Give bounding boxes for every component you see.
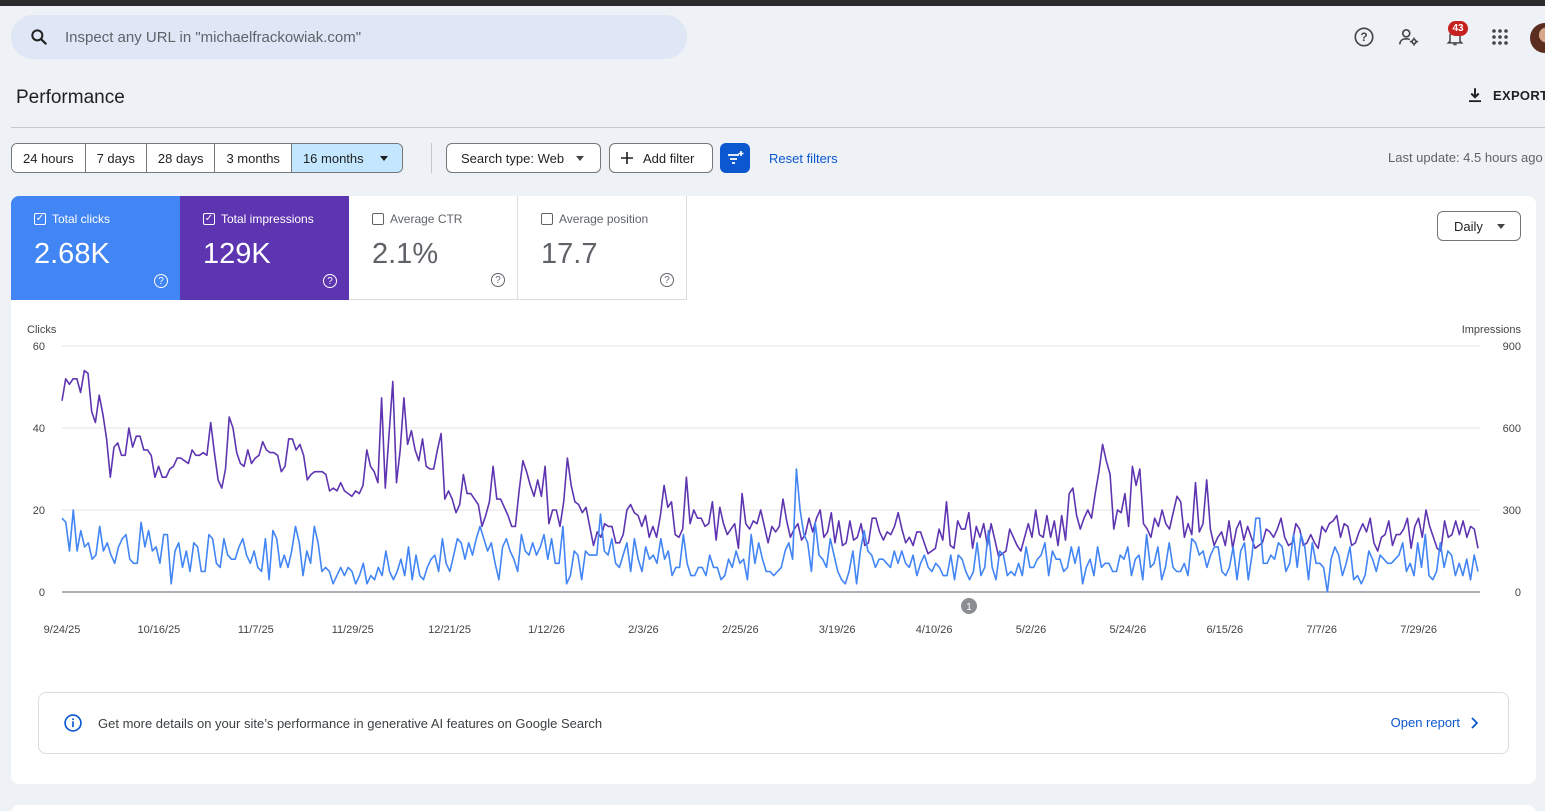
add-filter-button[interactable]: Add filter [609,143,713,173]
performance-chart[interactable]: Clicks Impressions 0 0 20 300 40 600 60 900 9/2… [11,316,1536,656]
checkbox-checked-icon[interactable]: ✓ [203,213,215,225]
x-tick-label: 5/2/26 [1016,624,1047,636]
metric-value: 2.68K [34,238,110,270]
left-axis-label: Clicks [27,324,57,336]
annotation-marker-label: 1 [966,602,972,613]
last-update-text: Last update: 4.5 hours ago [1388,150,1543,165]
info-icon [64,714,82,732]
info-banner-text: Get more details on your site’s performa… [98,715,603,731]
x-tick-label: 2/3/26 [628,624,659,636]
search-input[interactable] [65,28,625,46]
add-filter-label: Add filter [643,150,695,166]
checkbox-unchecked-icon[interactable] [372,213,384,225]
checkbox-unchecked-icon[interactable] [541,213,553,225]
metric-value: 129K [203,238,271,270]
x-tick-label: 7/29/26 [1400,624,1437,636]
open-report-link[interactable]: Open report [1391,715,1478,730]
help-icon[interactable]: ? [1352,25,1376,49]
left-tick-label: 0 [39,587,45,599]
granularity-dropdown[interactable]: Daily [1437,211,1521,241]
metric-average-position[interactable]: Average position 17.7 ? [518,196,687,300]
impressions-series-line [61,369,1479,558]
filter-settings-button[interactable] [720,143,750,173]
search-type-dropdown[interactable]: Search type: Web [446,143,601,173]
annotation-marker [961,598,977,614]
right-tick-label: 900 [1503,341,1521,353]
left-tick-label: 60 [33,341,45,353]
help-icon[interactable]: ? [323,274,337,288]
x-tick-label: 10/16/25 [137,624,180,636]
metric-value: 17.7 [541,238,598,270]
notification-count-badge: 43 [1448,21,1468,36]
performance-card: ✓ Total clicks 2.68K ? ✓ Total impressions… [11,196,1536,784]
chevron-down-icon [379,156,388,161]
range-3-months[interactable]: 3 months [215,144,292,172]
checkbox-checked-icon[interactable]: ✓ [34,213,46,225]
window-top-strip [0,0,1545,6]
metric-label: Average CTR [390,212,463,226]
right-tick-label: 300 [1503,505,1521,517]
download-icon [1469,88,1481,103]
search-icon [31,29,47,45]
account-avatar[interactable] [1530,23,1545,53]
x-tick-label: 12/21/25 [428,624,471,636]
x-tick-label: 1/12/26 [528,624,565,636]
right-tick-label: 600 [1503,423,1521,435]
range-16-months-label: 16 months [302,150,364,166]
range-16-months[interactable]: 16 months [291,144,402,172]
left-tick-label: 20 [33,505,45,517]
range-28-days[interactable]: 28 days [146,144,216,172]
x-tick-label: 11/29/25 [332,624,374,636]
clicks-series-line [61,468,1479,593]
granularity-label: Daily [1454,218,1483,234]
open-report-label: Open report [1390,715,1460,730]
svg-text:?: ? [1360,30,1367,44]
range-7-days[interactable]: 7 days [85,144,147,172]
metric-label: Total clicks [52,212,111,226]
help-icon[interactable]: ? [491,273,505,287]
help-icon[interactable]: ? [660,273,674,287]
header-divider [11,127,1545,128]
export-label: EXPORT [1493,87,1545,103]
filter-list-icon [728,151,744,164]
date-range-selector: 24 hours 7 days 28 days 3 months 16 mont… [11,143,403,173]
page-title: Performance [16,87,125,108]
right-tick-label: 0 [1515,587,1521,599]
help-icon[interactable]: ? [154,274,168,288]
x-tick-label: 9/24/25 [44,624,81,636]
x-tick-label: 4/10/26 [916,624,953,636]
x-tick-label: 7/7/26 [1306,624,1337,636]
left-tick-label: 40 [33,423,45,435]
x-tick-label: 3/19/26 [819,624,856,636]
apps-grid-icon[interactable] [1488,25,1512,49]
range-24-hours[interactable]: 24 hours [12,144,86,172]
metric-label: Average position [559,212,649,226]
url-inspection-search[interactable] [11,15,687,59]
plus-icon [621,152,633,164]
x-tick-label: 11/7/25 [238,624,274,636]
right-axis-label: Impressions [1462,324,1522,336]
chevron-right-icon [1471,716,1478,729]
chevron-down-icon [576,155,585,161]
metric-total-clicks[interactable]: ✓ Total clicks 2.68K ? [11,196,180,300]
user-settings-icon[interactable] [1397,25,1421,49]
metric-total-impressions[interactable]: ✓ Total impressions 129K ? [180,196,349,300]
reset-filters-link[interactable]: Reset filters [769,151,838,166]
ai-features-info-banner: Get more details on your site’s performa… [38,692,1509,754]
metric-value: 2.1% [372,238,439,270]
toolbar-separator [431,143,432,173]
metric-label: Total impressions [221,212,314,226]
x-tick-label: 6/15/26 [1206,624,1243,636]
metric-average-ctr[interactable]: Average CTR 2.1% ? [349,196,518,300]
x-tick-label: 2/25/26 [722,624,759,636]
x-tick-label: 5/24/26 [1110,624,1147,636]
export-button[interactable]: EXPORT [1466,86,1545,104]
search-type-label: Search type: Web [461,150,565,166]
next-card-edge [11,805,1536,811]
chevron-down-icon [1496,223,1505,229]
